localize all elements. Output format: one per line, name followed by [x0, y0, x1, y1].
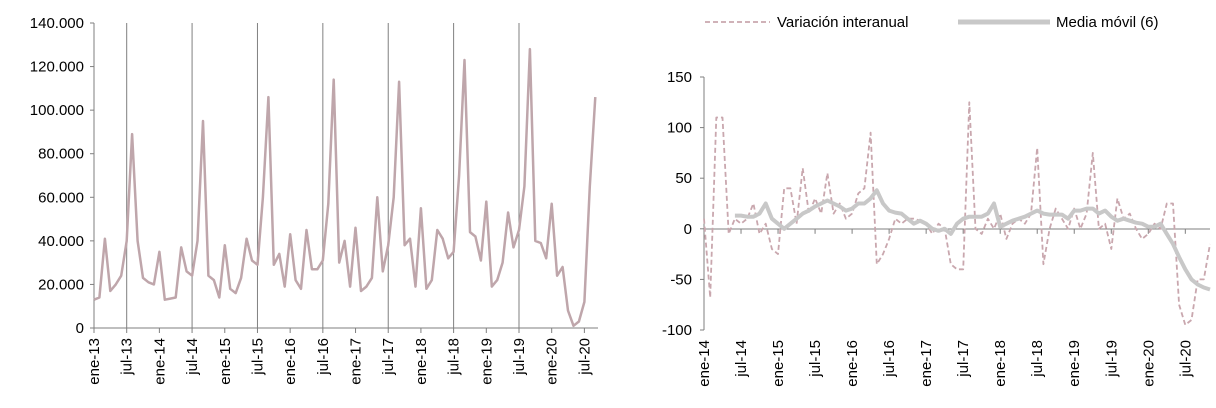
left-x-tick-label: ene-17: [348, 338, 365, 385]
right-y-tick-label: -100: [662, 322, 692, 339]
left-chart-series: [93, 47, 597, 328]
left-x-tick-label: jul-14: [184, 338, 201, 376]
right-x-tick-label: jul-20: [1177, 340, 1194, 378]
left-y-tick-label: 140.000: [30, 15, 84, 32]
left-y-tick-label: 20.000: [38, 276, 84, 293]
right-y-tick-label: -50: [670, 271, 692, 288]
left-x-tick-label: jul-19: [511, 338, 528, 376]
left-x-tick-label: ene-15: [217, 338, 234, 385]
left-y-tick-label: 60.000: [38, 189, 84, 206]
right-y-tick-label: 150: [667, 69, 692, 86]
variacion-interanual-line: [703, 101, 1211, 326]
right-chart-series: [703, 101, 1211, 326]
left-y-tick-label: 80.000: [38, 146, 84, 163]
left-x-tick-label: ene-19: [478, 338, 495, 385]
right-x-tick-label: ene-16: [844, 340, 861, 387]
legend-label: Variación interanual: [777, 14, 908, 31]
legend-label: Media móvil (6): [1056, 14, 1159, 31]
left-chart-gridlines: [126, 23, 520, 328]
left-x-tick-label: jul-16: [315, 338, 332, 376]
left-chart-y-ticks: 0 20.000 40.000 60.000 80.000 100.000 120.000 1…: [30, 15, 94, 337]
left-series-line: [93, 47, 597, 328]
left-x-tick-label: ene-16: [282, 338, 299, 385]
left-y-tick-label: 40.000: [38, 233, 84, 250]
right-chart-y-ticks: -100 -50 0 50 100 150: [662, 69, 704, 339]
right-x-tick-label: jul-16: [881, 340, 898, 378]
right-y-tick-label: 100: [667, 120, 692, 137]
left-x-tick-label: jul-20: [576, 338, 593, 376]
right-x-tick-label: ene-17: [918, 340, 935, 387]
left-x-tick-label: jul-15: [249, 338, 266, 376]
right-x-tick-label: jul-14: [733, 340, 750, 378]
left-y-tick-label: 120.000: [30, 59, 84, 76]
left-chart-x-ticks: ene-13 jul-13 ene-14 jul-14 ene-15 jul-15 ene-…: [86, 328, 593, 385]
right-chart: Variación interanual Media móvil (6) -100…: [662, 14, 1211, 387]
right-x-tick-label: ene-18: [992, 340, 1009, 387]
left-x-tick-label: ene-18: [413, 338, 430, 385]
left-x-tick-label: jul-17: [380, 338, 397, 376]
right-x-tick-label: ene-20: [1140, 340, 1157, 387]
left-x-tick-label: ene-14: [151, 338, 168, 385]
left-x-tick-label: jul-18: [446, 338, 463, 376]
left-y-tick-label: 100.000: [30, 102, 84, 119]
right-x-tick-label: jul-17: [955, 340, 972, 378]
right-chart-legend: Variación interanual Media móvil (6): [705, 14, 1159, 31]
right-x-tick-label: ene-14: [696, 340, 713, 387]
left-x-tick-label: jul-13: [119, 338, 136, 376]
left-chart: 0 20.000 40.000 60.000 80.000 100.000 120.000 1…: [30, 15, 598, 385]
left-y-tick-label: 0: [76, 320, 84, 337]
right-x-tick-label: ene-15: [770, 340, 787, 387]
right-x-tick-label: jul-18: [1029, 340, 1046, 378]
left-x-tick-label: ene-13: [86, 338, 103, 385]
left-x-tick-label: ene-20: [544, 338, 561, 385]
right-x-tick-label: jul-15: [807, 340, 824, 378]
right-chart-x-ticks: ene-14 jul-14 ene-15 jul-15 ene-16 jul-16 ene-…: [696, 228, 1194, 387]
right-y-tick-label: 0: [684, 221, 692, 238]
right-x-tick-label: ene-19: [1066, 340, 1083, 387]
media-movil-line: [734, 188, 1211, 292]
right-y-tick-label: 50: [675, 170, 692, 187]
right-x-tick-label: jul-19: [1103, 340, 1120, 378]
